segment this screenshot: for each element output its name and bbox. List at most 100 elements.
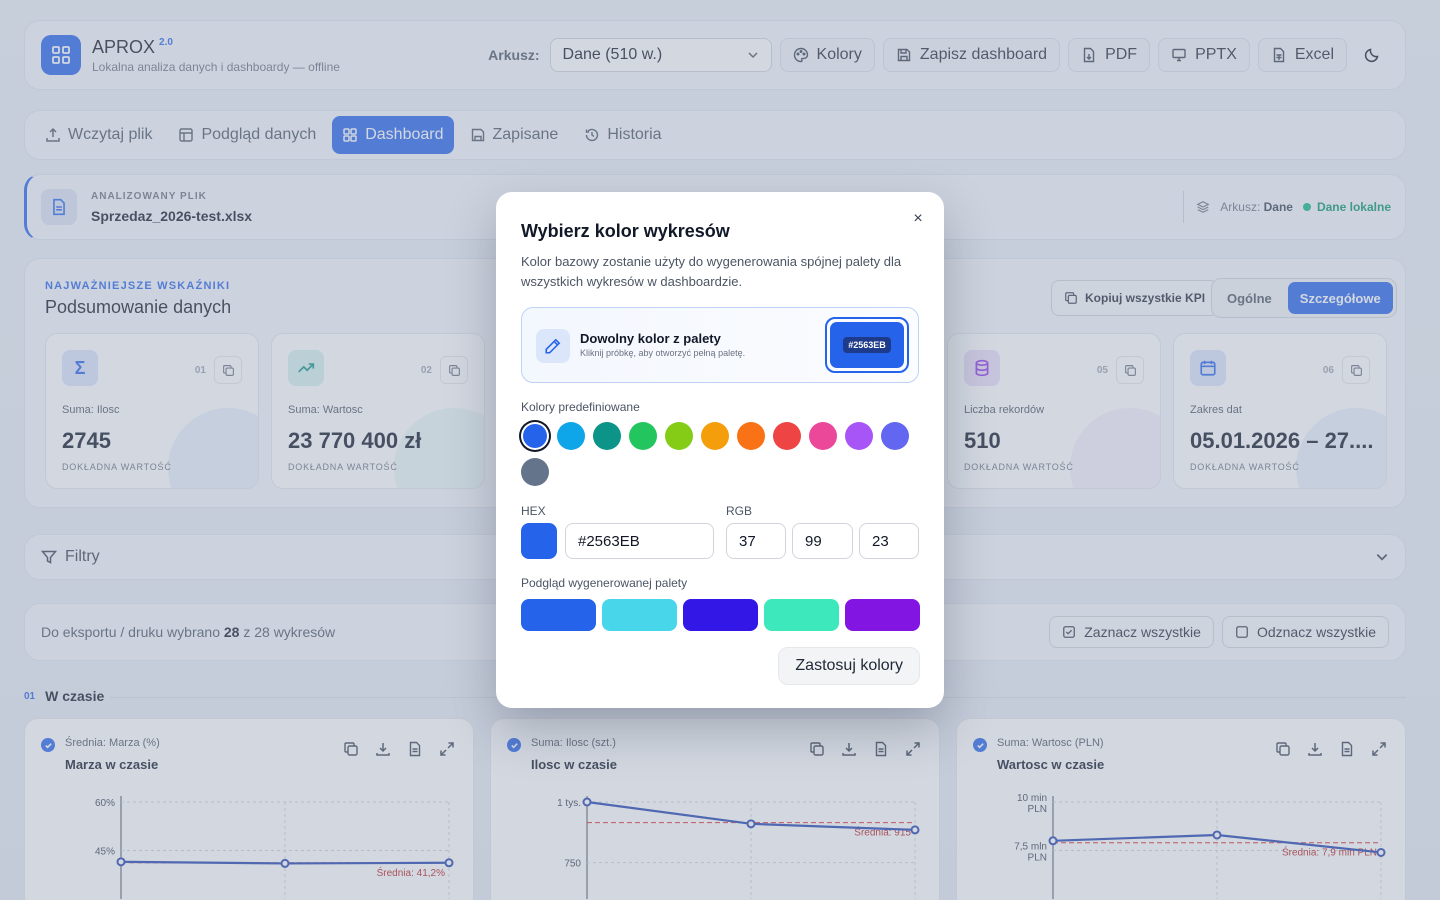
modal-title: Wybierz kolor wykresów [521, 221, 730, 241]
data-point [582, 797, 592, 807]
kpi-value: 23 770 400 zł [288, 428, 422, 453]
y-tick-line: 7,5 mln [1014, 842, 1047, 853]
tab-saved[interactable]: Zapisane [460, 116, 569, 154]
kpi-view-toggle: Ogólne Szczegółowe [1211, 278, 1397, 318]
hex-color-swatch[interactable] [521, 523, 557, 559]
chart-plot: 60% 45% Średnia: 41,2% [95, 796, 454, 899]
pdf-button[interactable]: PDF [1068, 38, 1151, 72]
palette-icon [793, 47, 808, 63]
kpi-value: 2745 [62, 428, 111, 453]
file-data-icon[interactable] [1339, 741, 1355, 757]
chart-subtitle: Suma: Wartosc (PLN) [997, 737, 1104, 749]
current-color-swatch[interactable]: #2563EB [825, 317, 909, 373]
pptx-button[interactable]: PPTX [1158, 38, 1250, 72]
kpi-label: Suma: Ilosc [62, 404, 120, 416]
preset-color-swatch[interactable] [773, 422, 801, 450]
download-icon[interactable] [1307, 741, 1323, 757]
deselect-all-button[interactable]: Odznacz wszystkie [1221, 616, 1389, 648]
close-icon[interactable]: × [913, 210, 923, 227]
tab-history-label: Historia [607, 126, 662, 143]
preset-color-swatch[interactable] [521, 458, 549, 486]
kpi-icon-box [1190, 350, 1226, 386]
y-tick-line: PLN [1028, 853, 1047, 864]
export-text: Do eksportu / druku wybrano 28 z 28 wykr… [41, 624, 335, 640]
preset-color-swatch[interactable] [523, 424, 547, 448]
file-data-icon[interactable] [873, 741, 889, 757]
expand-icon[interactable] [905, 741, 921, 757]
kpi-copy-button[interactable] [1342, 356, 1370, 384]
apply-colors-button[interactable]: Zastosuj kolory [778, 647, 920, 685]
tab-history[interactable]: Historia [574, 116, 671, 154]
tab-dashboard-label: Dashboard [365, 126, 444, 143]
palette-label: Podgląd wygenerowanej palety [521, 576, 688, 590]
excel-button[interactable]: Excel [1257, 38, 1347, 72]
filter-icon [41, 550, 57, 564]
preset-color-swatch[interactable] [845, 422, 873, 450]
preset-color-swatch[interactable] [557, 422, 585, 450]
tab-preview[interactable]: Podgląd danych [168, 116, 326, 154]
save-dashboard-label: Zapisz dashboard [919, 46, 1048, 63]
kpi-copy-button[interactable] [214, 356, 242, 384]
copy-all-kpi-label: Kopiuj wszystkie KPI [1085, 291, 1206, 305]
check-icon [976, 742, 984, 748]
kpi-label: Zakres dat [1190, 404, 1242, 416]
checkbox-checked-icon [1063, 626, 1076, 638]
preset-color-swatch[interactable] [881, 422, 909, 450]
tab-upload[interactable]: Wczytaj plik [35, 116, 162, 154]
preset-color-swatch[interactable] [665, 422, 693, 450]
save-dashboard-button[interactable]: Zapisz dashboard [882, 38, 1061, 72]
preset-color-swatch[interactable] [593, 422, 621, 450]
rgb-r-input[interactable]: 37 [726, 523, 786, 559]
rgb-g-input[interactable]: 99 [792, 523, 853, 559]
select-all-button[interactable]: Zaznacz wszystkie [1049, 616, 1214, 648]
section-number: 01 [24, 690, 36, 702]
export-prefix: Do eksportu / druku wybrano [41, 624, 220, 640]
upload-icon [46, 127, 60, 142]
kpi-index: 05 [1096, 365, 1108, 376]
tab-upload-label: Wczytaj plik [68, 126, 153, 143]
palette-color [683, 599, 758, 631]
expand-icon[interactable] [1371, 741, 1387, 757]
theme-toggle-button[interactable] [1355, 38, 1389, 72]
preset-color-swatch[interactable] [629, 422, 657, 450]
file-icon-box [41, 189, 77, 225]
kpi-value: 510 [964, 428, 1001, 453]
seg-general[interactable]: Ogólne [1227, 290, 1272, 306]
sheet-select[interactable]: Dane (510 w.) [549, 38, 772, 72]
copy-icon[interactable] [809, 741, 825, 757]
download-icon[interactable] [375, 741, 391, 757]
kpi-copy-button[interactable] [1116, 356, 1144, 384]
expand-icon[interactable] [439, 741, 455, 757]
kpi-index: 01 [194, 365, 206, 376]
download-icon[interactable] [841, 741, 857, 757]
preset-color-swatch[interactable] [701, 422, 729, 450]
file-spreadsheet-icon [53, 198, 65, 216]
colors-button[interactable]: Kolory [779, 38, 875, 72]
chart-select-checkbox[interactable] [973, 738, 987, 752]
chart-select-checkbox[interactable] [41, 738, 55, 752]
select-all-label: Zaznacz wszystkie [1084, 624, 1201, 640]
local-data-label: Dane lokalne [1316, 200, 1391, 214]
tab-saved-label: Zapisane [492, 126, 559, 143]
hex-input[interactable]: #2563EB [565, 523, 714, 559]
copy-all-kpi-button[interactable]: Kopiuj wszystkie KPI [1051, 280, 1219, 316]
copy-icon [1065, 292, 1077, 304]
kpi-copy-button[interactable] [440, 356, 468, 384]
kpi-icon-box [964, 350, 1000, 386]
file-data-icon[interactable] [407, 741, 423, 757]
y-tick-label: 7,5 mln PLN [1014, 842, 1047, 864]
copy-icon[interactable] [1275, 741, 1291, 757]
preset-color-swatch[interactable] [737, 422, 765, 450]
data-point [280, 858, 290, 868]
preset-color-swatch[interactable] [809, 422, 837, 450]
current-color-fill: #2563EB [830, 322, 904, 368]
tab-dashboard[interactable]: Dashboard [332, 116, 454, 154]
seg-detailed[interactable]: Szczegółowe [1287, 282, 1393, 314]
copy-icon[interactable] [343, 741, 359, 757]
chart-select-checkbox[interactable] [507, 738, 521, 752]
layers-icon [1196, 201, 1210, 213]
rgb-b-input[interactable]: 23 [859, 523, 919, 559]
local-data-badge: Dane lokalne [1302, 200, 1391, 214]
custom-color-picker[interactable]: Dowolny kolor z palety Kliknij próbkę, a… [521, 307, 919, 383]
